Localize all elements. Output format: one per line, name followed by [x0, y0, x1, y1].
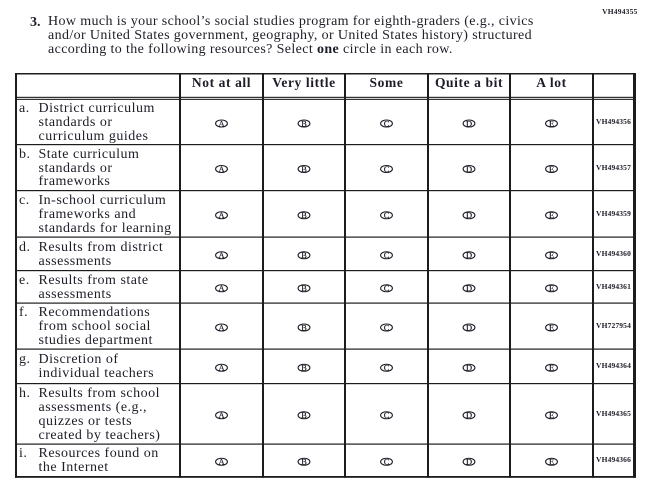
svg-text:C: C: [384, 364, 390, 373]
svg-text:C: C: [384, 251, 390, 260]
svg-text:E: E: [549, 251, 554, 260]
svg-text:B: B: [301, 165, 307, 174]
svg-text:E: E: [549, 165, 554, 174]
svg-text:B: B: [301, 211, 307, 220]
svg-text:C: C: [384, 165, 390, 174]
svg-text:D: D: [466, 458, 472, 467]
svg-text:A: A: [218, 211, 224, 220]
svg-text:E: E: [549, 323, 554, 332]
svg-text:D: D: [466, 411, 472, 420]
svg-text:D: D: [466, 364, 472, 373]
svg-text:B: B: [301, 119, 307, 128]
svg-text:E: E: [549, 284, 554, 293]
svg-text:D: D: [466, 165, 472, 174]
svg-text:C: C: [384, 119, 390, 128]
svg-text:B: B: [301, 458, 307, 467]
svg-text:E: E: [549, 458, 554, 467]
svg-text:A: A: [218, 323, 224, 332]
svg-text:A: A: [218, 284, 224, 293]
svg-text:E: E: [549, 364, 554, 373]
svg-text:D: D: [466, 284, 472, 293]
svg-text:A: A: [218, 364, 224, 373]
svg-text:A: A: [218, 411, 224, 420]
svg-text:B: B: [301, 411, 307, 420]
svg-text:A: A: [218, 458, 224, 467]
svg-text:C: C: [384, 211, 390, 220]
svg-text:C: C: [384, 323, 390, 332]
svg-text:D: D: [466, 251, 472, 260]
svg-text:D: D: [466, 211, 472, 220]
svg-text:E: E: [549, 411, 554, 420]
svg-text:A: A: [218, 165, 224, 174]
svg-text:C: C: [384, 411, 390, 420]
svg-text:B: B: [301, 364, 307, 373]
svg-text:C: C: [384, 284, 390, 293]
svg-text:D: D: [466, 119, 472, 128]
svg-text:B: B: [301, 251, 307, 260]
svg-text:E: E: [549, 211, 554, 220]
svg-text:E: E: [549, 119, 554, 128]
svg-text:B: B: [301, 323, 307, 332]
svg-text:A: A: [218, 119, 224, 128]
svg-text:A: A: [218, 251, 224, 260]
svg-text:B: B: [301, 284, 307, 293]
svg-text:C: C: [384, 458, 390, 467]
svg-text:D: D: [466, 323, 472, 332]
